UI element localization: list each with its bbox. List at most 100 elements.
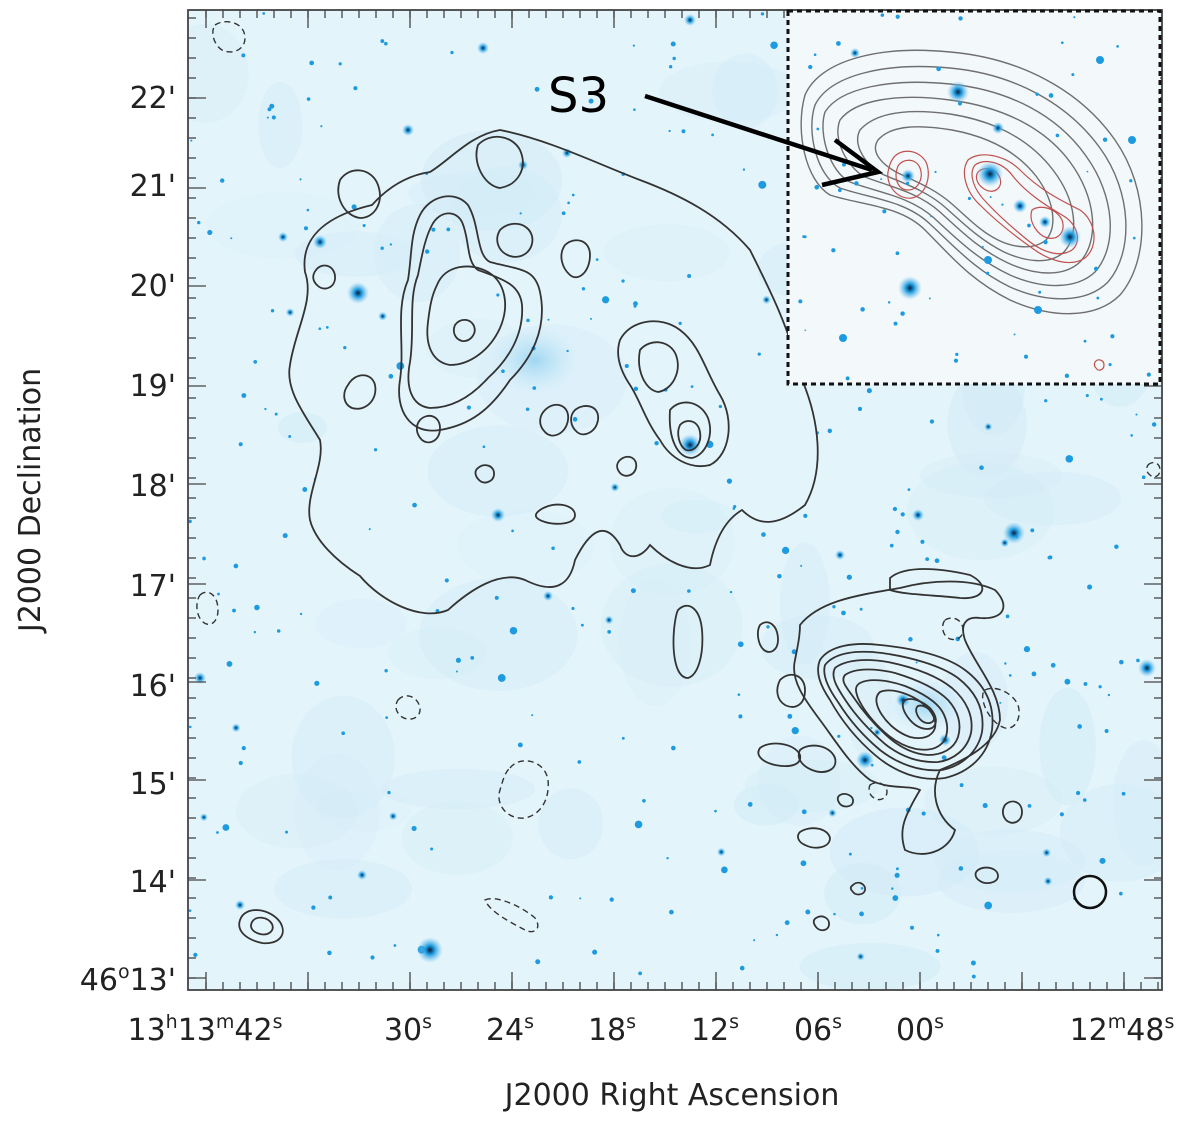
star bbox=[412, 502, 417, 508]
star bbox=[1121, 791, 1126, 796]
contour-knot-inner bbox=[677, 420, 702, 452]
star bbox=[967, 196, 971, 201]
star bbox=[941, 755, 947, 760]
star bbox=[193, 952, 198, 957]
inset-red-contour bbox=[971, 161, 1079, 255]
y-tick-label: 16' bbox=[130, 669, 176, 704]
y-tick-label: 46o13' bbox=[80, 961, 176, 998]
star bbox=[444, 578, 449, 583]
star bbox=[299, 178, 302, 181]
star bbox=[306, 97, 311, 101]
x-tick-label: 18s bbox=[588, 1011, 636, 1048]
contours-north bbox=[288, 129, 819, 679]
contour-island bbox=[570, 405, 599, 436]
star bbox=[1013, 199, 1027, 213]
star bbox=[787, 713, 793, 719]
star bbox=[672, 56, 676, 61]
negative-contour bbox=[196, 591, 219, 626]
star bbox=[803, 235, 807, 239]
star bbox=[384, 41, 388, 46]
star bbox=[711, 133, 714, 137]
star bbox=[621, 736, 625, 740]
star bbox=[311, 905, 316, 910]
star bbox=[1030, 528, 1035, 533]
star bbox=[491, 508, 505, 522]
sky-noise-patch bbox=[373, 204, 461, 303]
x-tick-label: 00s bbox=[896, 1011, 944, 1048]
contour-island bbox=[849, 881, 866, 896]
star bbox=[718, 404, 723, 409]
negative-contour bbox=[1145, 461, 1161, 478]
contour-island bbox=[757, 742, 802, 768]
star bbox=[1118, 659, 1124, 665]
sky-noise-patch bbox=[258, 81, 303, 169]
star bbox=[264, 407, 267, 411]
star bbox=[276, 629, 281, 633]
star bbox=[417, 937, 443, 963]
star bbox=[288, 435, 292, 438]
star bbox=[642, 798, 646, 803]
star bbox=[934, 558, 940, 564]
star bbox=[511, 529, 514, 533]
star bbox=[758, 180, 767, 189]
contour-island bbox=[889, 568, 984, 599]
star bbox=[860, 307, 865, 312]
star bbox=[1050, 662, 1056, 668]
star bbox=[1129, 179, 1133, 183]
star bbox=[841, 610, 846, 616]
star bbox=[1141, 475, 1146, 480]
y-tick-labels: 22' 21' 20' 19' 18' 17' 16' 15' 14' 46o1… bbox=[80, 81, 176, 998]
star bbox=[610, 482, 620, 492]
contour-island bbox=[797, 827, 831, 849]
star bbox=[742, 168, 746, 171]
sky-noise-patch bbox=[388, 627, 487, 680]
star bbox=[621, 279, 625, 283]
star bbox=[325, 325, 329, 329]
star bbox=[278, 232, 288, 242]
star bbox=[450, 50, 454, 55]
star bbox=[302, 487, 308, 492]
plot-frame bbox=[187, 9, 1163, 991]
star bbox=[262, 12, 266, 15]
contour-island bbox=[238, 909, 284, 945]
star bbox=[934, 170, 937, 174]
star bbox=[832, 605, 836, 609]
diffuse-emission bbox=[490, 325, 580, 395]
contour-south-2 bbox=[823, 650, 984, 772]
star bbox=[804, 329, 807, 331]
star bbox=[895, 14, 900, 19]
contour-island bbox=[974, 866, 999, 884]
star bbox=[216, 831, 219, 834]
negative-contour bbox=[395, 695, 421, 720]
inset-red-contour bbox=[887, 150, 929, 199]
star bbox=[633, 301, 638, 307]
star bbox=[632, 44, 635, 47]
star bbox=[231, 723, 241, 733]
star bbox=[900, 512, 905, 517]
star bbox=[833, 912, 836, 916]
y-axis-label: J2000 Declination bbox=[13, 368, 48, 634]
star bbox=[762, 295, 771, 305]
star bbox=[389, 243, 393, 246]
star bbox=[455, 657, 461, 663]
star bbox=[837, 188, 842, 193]
star bbox=[630, 588, 636, 594]
contour-level-4 bbox=[426, 265, 507, 366]
star bbox=[566, 349, 569, 353]
star bbox=[548, 895, 554, 900]
star bbox=[757, 352, 761, 356]
star bbox=[580, 623, 584, 627]
star bbox=[267, 107, 272, 112]
star bbox=[353, 86, 358, 91]
star bbox=[497, 674, 506, 682]
star bbox=[1099, 397, 1103, 401]
star bbox=[857, 406, 863, 412]
star bbox=[836, 41, 841, 46]
star bbox=[880, 178, 883, 181]
star bbox=[738, 714, 743, 719]
sky-noise-patch bbox=[236, 773, 358, 849]
sky-noise-patch bbox=[420, 129, 563, 231]
star bbox=[947, 81, 969, 103]
star bbox=[241, 53, 246, 58]
star bbox=[314, 680, 320, 686]
